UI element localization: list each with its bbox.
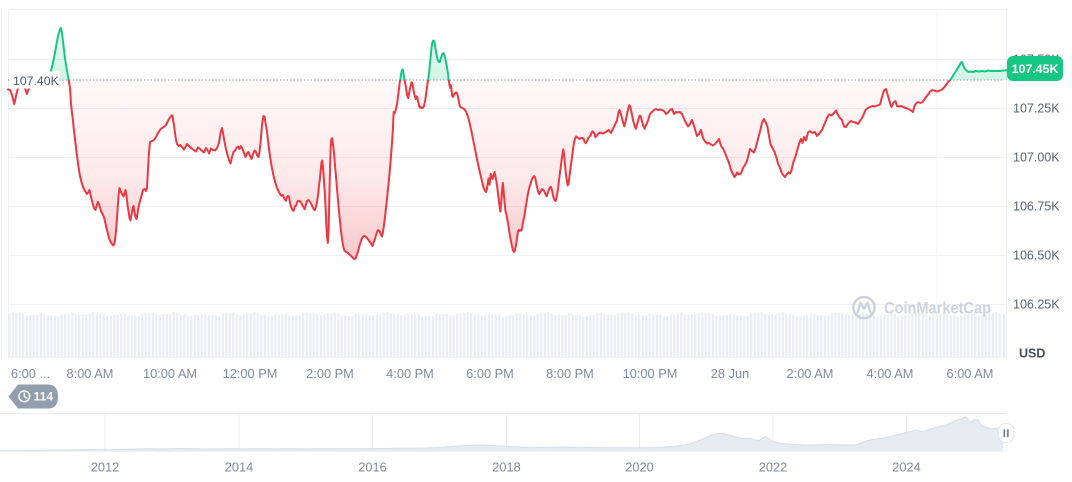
svg-text:2020: 2020 [625,460,653,475]
svg-text:10:00 AM: 10:00 AM [143,366,197,381]
svg-text:6:00 AM: 6:00 AM [947,366,994,381]
svg-text:107.45K: 107.45K [1012,62,1059,76]
svg-text:8:00 PM: 8:00 PM [546,366,594,381]
svg-text:4:00 AM: 4:00 AM [867,366,914,381]
svg-text:2022: 2022 [759,460,787,475]
svg-text:2018: 2018 [492,460,520,475]
svg-text:2012: 2012 [91,460,119,475]
svg-text:2016: 2016 [358,460,386,475]
svg-text:28 Jun: 28 Jun [711,366,749,381]
svg-text:4:00 PM: 4:00 PM [386,366,434,381]
svg-text:114: 114 [34,390,54,404]
svg-text:CoinMarketCap: CoinMarketCap [884,300,991,318]
svg-text:106.75K: 106.75K [1013,200,1060,214]
svg-text:6:00 ...: 6:00 ... [11,366,50,381]
svg-text:107.00K: 107.00K [1013,151,1060,165]
svg-text:USD: USD [1019,347,1045,361]
svg-text:10:00 PM: 10:00 PM [623,366,678,381]
svg-text:2014: 2014 [225,460,253,475]
svg-text:106.25K: 106.25K [1013,298,1060,312]
svg-text:6:00 PM: 6:00 PM [466,366,514,381]
svg-text:106.50K: 106.50K [1013,249,1060,263]
svg-text:2:00 PM: 2:00 PM [306,366,354,381]
svg-text:2024: 2024 [892,460,920,475]
svg-text:107.40K: 107.40K [13,74,60,88]
svg-text:12:00 PM: 12:00 PM [223,366,278,381]
svg-text:2:00 AM: 2:00 AM [787,366,834,381]
svg-text:107.25K: 107.25K [1013,102,1060,116]
svg-text:8:00 AM: 8:00 AM [67,366,114,381]
